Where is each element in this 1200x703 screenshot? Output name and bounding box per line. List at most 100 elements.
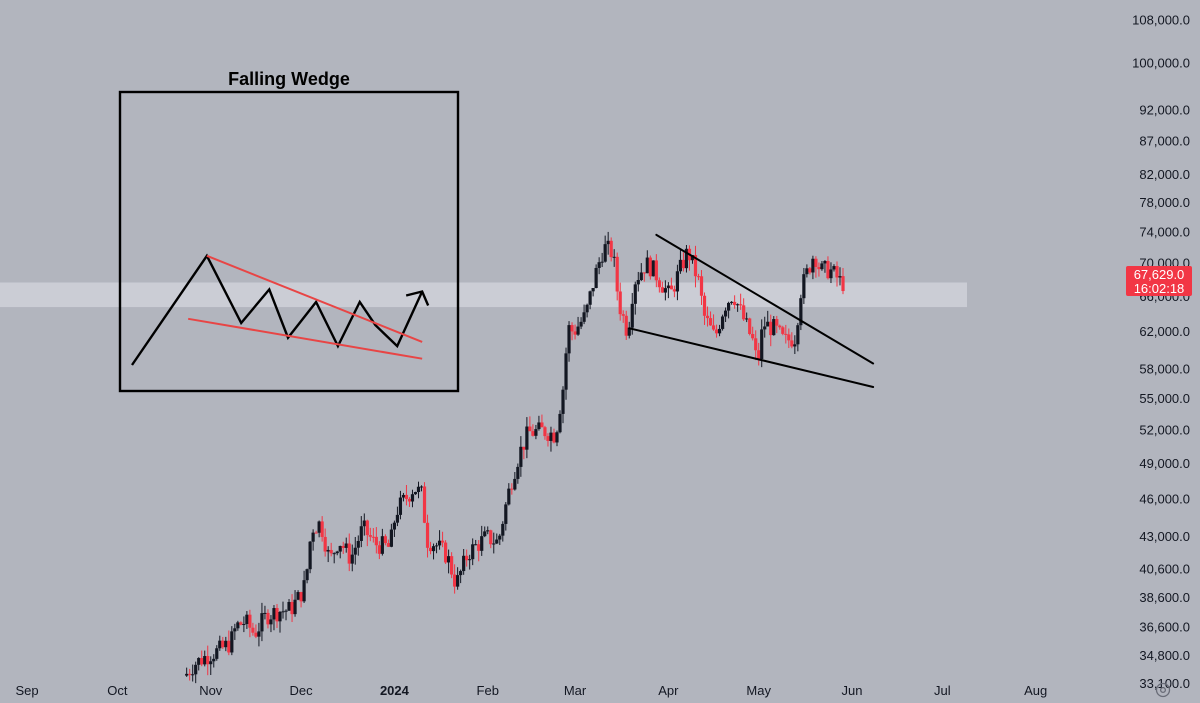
time-axis-label: May: [746, 683, 771, 698]
candle: [495, 533, 499, 545]
candle: [221, 636, 225, 649]
candle: [305, 568, 309, 584]
candle: [474, 539, 478, 546]
highlight-band: [0, 282, 967, 308]
candle: [594, 264, 598, 289]
candle: [672, 285, 677, 298]
candle: [416, 481, 421, 499]
candle: [519, 436, 523, 477]
candle: [371, 528, 375, 543]
candle: [606, 231, 610, 255]
candle: [206, 645, 210, 676]
candle: [465, 549, 469, 567]
candle: [730, 301, 734, 305]
candle: [516, 463, 520, 484]
candle: [552, 428, 556, 444]
candle: [841, 267, 845, 295]
candle: [272, 605, 276, 631]
settings-gear-icon[interactable]: [1155, 682, 1171, 698]
candle: [437, 530, 442, 550]
candle: [582, 304, 586, 325]
candle: [838, 267, 842, 286]
candle: [248, 609, 252, 638]
candle: [275, 604, 279, 628]
candle: [239, 621, 243, 626]
candle: [287, 599, 291, 611]
candle: [570, 322, 574, 341]
price-axis-label: 58,000.0: [1139, 361, 1190, 376]
candle: [413, 491, 418, 495]
time-axis[interactable]: Sep Oct Nov Dec 2024 Feb Mar Apr May Jun Jul Aug: [16, 683, 1048, 698]
candle: [835, 261, 839, 287]
candle: [784, 324, 788, 344]
candle: [203, 650, 207, 667]
price-axis-label: 46,000.0: [1139, 491, 1190, 506]
candle: [805, 264, 809, 278]
price-axis-label: 38,600.0: [1139, 590, 1190, 605]
candle: [227, 630, 231, 656]
price-axis-label: 34,800.0: [1139, 648, 1190, 663]
candle: [787, 328, 791, 349]
candle: [802, 267, 806, 305]
candle: [826, 256, 830, 280]
candle: [603, 235, 607, 263]
candle: [820, 261, 824, 271]
candle: [389, 523, 393, 548]
time-axis-label: 2024: [380, 683, 410, 698]
candle: [811, 255, 815, 280]
candle: [576, 316, 580, 336]
candles-group: [185, 231, 845, 684]
candle: [666, 282, 670, 299]
price-axis-label: 87,000.0: [1139, 134, 1190, 149]
candle: [754, 330, 758, 361]
candle: [624, 310, 628, 341]
candle: [621, 310, 625, 323]
candle: [588, 290, 592, 310]
candle: [468, 554, 472, 570]
time-axis-label: Mar: [564, 683, 587, 698]
candle: [781, 325, 785, 336]
candle: [742, 298, 746, 321]
time-axis-label: Jun: [842, 683, 863, 698]
candle: [793, 335, 797, 355]
candle: [459, 569, 463, 584]
candle: [443, 540, 448, 564]
price-axis-label: 55,000.0: [1139, 391, 1190, 406]
candle: [504, 502, 508, 531]
candle: [799, 294, 803, 331]
candle: [486, 526, 490, 535]
candle: [510, 483, 514, 495]
wedge-upper-trendline[interactable]: [655, 233, 875, 365]
price-axis[interactable]: 108,000.0 100,000.0 92,000.0 87,000.0 82,000…: [1132, 12, 1190, 691]
candle: [362, 513, 366, 536]
candle: [772, 316, 776, 336]
candle: [711, 314, 716, 331]
candle: [332, 552, 336, 564]
candle: [796, 322, 800, 352]
candle: [197, 657, 201, 671]
candle: [513, 471, 517, 491]
candle: [507, 483, 511, 506]
candle: [218, 635, 222, 651]
candle: [480, 525, 484, 556]
candle: [353, 536, 357, 565]
candle: [299, 591, 303, 608]
candle: [245, 611, 249, 629]
candle: [609, 237, 613, 262]
current-price-value: 67,629.0: [1134, 267, 1185, 282]
candle: [696, 273, 701, 281]
candle: [630, 292, 634, 335]
candle: [320, 516, 324, 542]
candle: [612, 249, 616, 267]
inset-lower-trendline: [187, 317, 423, 360]
candle: [395, 506, 400, 527]
candle: [561, 386, 565, 424]
candle: [242, 616, 246, 633]
candle: [564, 347, 568, 400]
candle: [808, 266, 812, 275]
candle: [528, 416, 532, 432]
candle: [290, 594, 294, 623]
wedge-lower-trendline[interactable]: [628, 327, 875, 388]
